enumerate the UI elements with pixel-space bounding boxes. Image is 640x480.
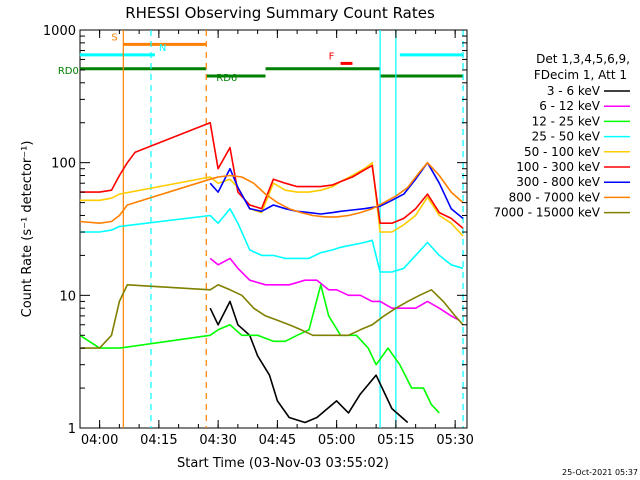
x-tick-label: 04:00	[81, 433, 118, 448]
legend-entry-label: 300 - 800 keV	[516, 175, 600, 189]
y-axis-label: Count Rate (s⁻¹ detector⁻¹)	[20, 141, 35, 318]
x-axis-label: Start Time (03-Nov-03 03:55:02)	[177, 456, 389, 471]
legend-entry-label: 800 - 7000 keV	[509, 190, 601, 204]
legend-entry-label: 100 - 300 keV	[516, 160, 600, 174]
series-lines	[79, 121, 464, 424]
flag-label: S	[111, 32, 117, 43]
series-line	[79, 283, 464, 349]
series-line	[209, 161, 464, 220]
mode-lines	[122, 30, 464, 428]
series-line	[209, 257, 460, 321]
series-line	[79, 121, 464, 229]
chart-title: RHESSI Observing Summary Count Rates	[125, 4, 435, 22]
x-axis: 04:00 04:15 04:30 04:45 05:00 05:15 05:30	[81, 30, 474, 448]
series-line	[79, 161, 464, 237]
y-tick-label: 100	[51, 157, 76, 172]
x-tick-label: 04:30	[199, 433, 236, 448]
x-tick-label: 04:45	[259, 433, 296, 448]
legend-header-line-1: Det 1,3,4,5,6,9,	[536, 52, 630, 66]
legend-entry-label: 12 - 25 keV	[532, 114, 601, 128]
flag-label: F	[329, 51, 335, 62]
x-tick-label: 05:30	[436, 433, 473, 448]
y-tick-label: 1000	[43, 24, 76, 39]
x-tick-label: 04:15	[140, 433, 177, 448]
flag-bars: S N F RD0 RD6	[58, 32, 464, 84]
y-tick-label: 1	[68, 422, 76, 437]
legend-entry-label: 7000 - 15000 keV	[493, 206, 600, 220]
flag-label: RD0	[58, 66, 79, 77]
legend: Det 1,3,4,5,6,9, FDecim 1, Att 1 3 - 6 k…	[493, 52, 630, 220]
legend-entry-label: 50 - 100 keV	[524, 145, 601, 159]
x-tick-label: 05:00	[318, 433, 355, 448]
series-line	[79, 207, 464, 273]
y-axis: 1 10 100 1000	[43, 24, 467, 437]
x-tick-label: 05:15	[377, 433, 414, 448]
legend-header-line-2: FDecim 1, Att 1	[534, 68, 627, 82]
series-line	[79, 283, 440, 414]
y-tick-label: 10	[59, 289, 76, 304]
flag-label: RD6	[216, 73, 237, 84]
flag-label: N	[159, 43, 166, 54]
series-line	[79, 161, 464, 224]
footer-timestamp: 25-Oct-2021 05:37	[562, 468, 638, 477]
series-line	[209, 300, 409, 424]
legend-entry-label: 3 - 6 keV	[547, 84, 601, 98]
plot-area	[79, 29, 468, 429]
legend-entry-label: 25 - 50 keV	[532, 130, 601, 144]
legend-entry-label: 6 - 12 keV	[539, 99, 601, 113]
